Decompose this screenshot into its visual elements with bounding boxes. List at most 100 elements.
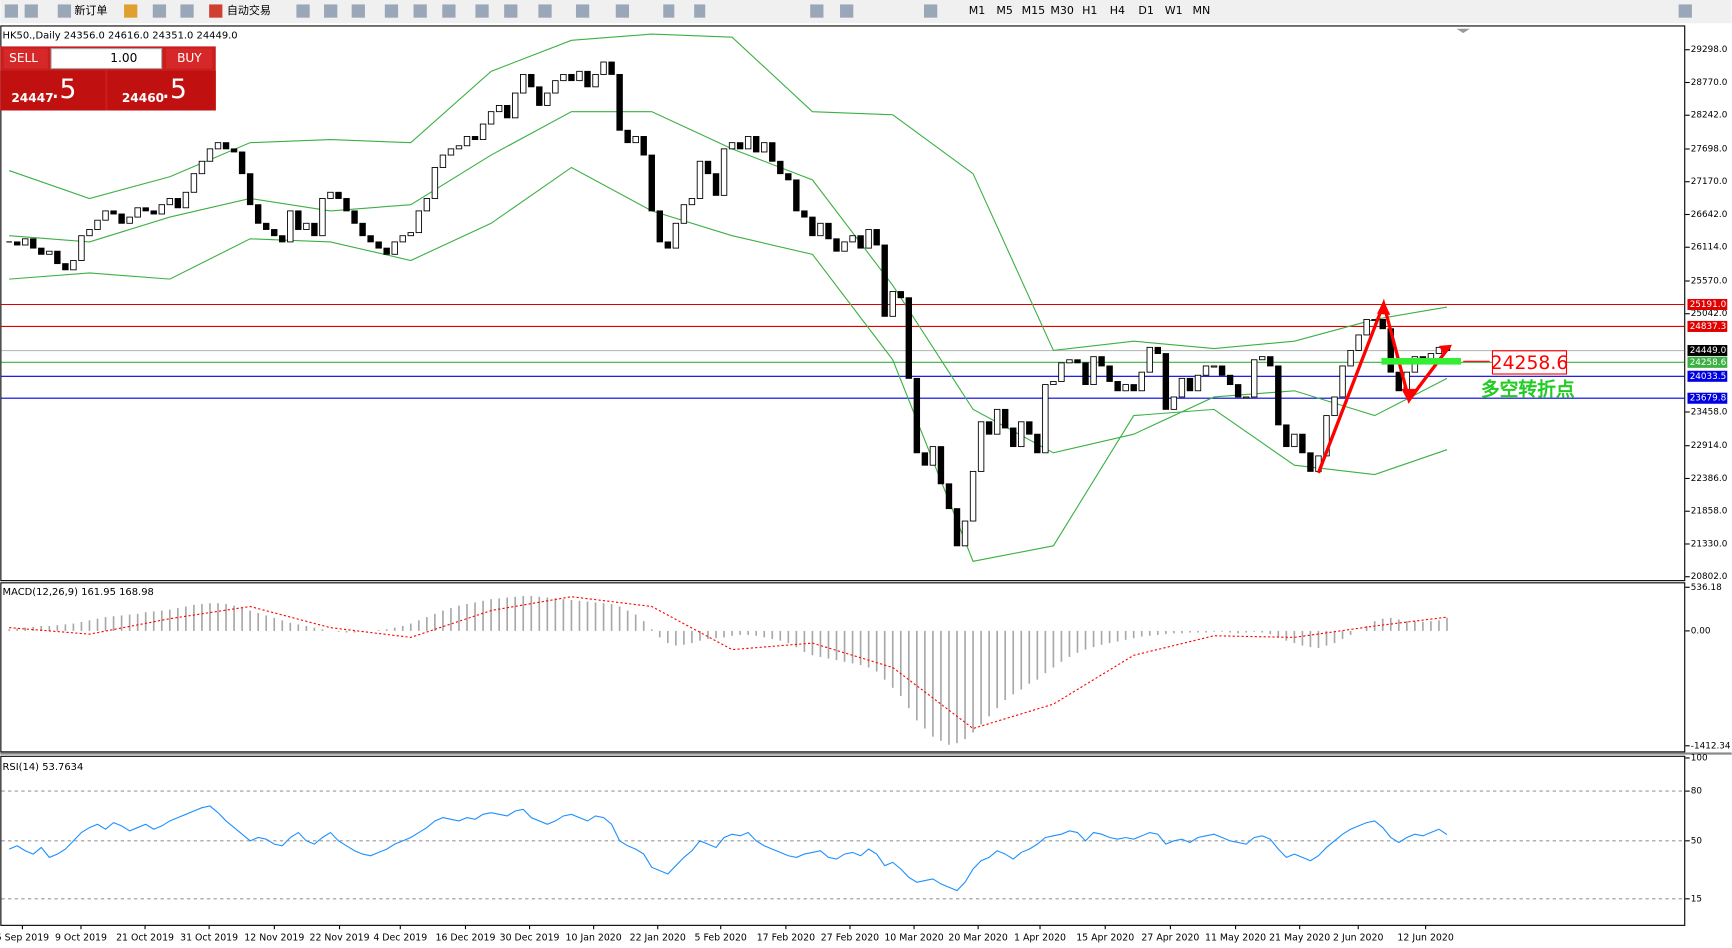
candle	[1275, 365, 1282, 426]
timeframe-button[interactable]: M5	[996, 4, 1013, 17]
candle	[1122, 384, 1129, 392]
timeframe-button[interactable]: M15	[1022, 4, 1046, 17]
candle	[752, 136, 760, 153]
icon[interactable]	[924, 4, 938, 18]
indicator-title: HK50.,Daily 24356.0 24616.0 24351.0 2444…	[3, 30, 238, 41]
icon[interactable]	[840, 4, 854, 18]
timeframe-button[interactable]: M1	[969, 4, 986, 17]
icon[interactable]	[810, 4, 824, 18]
toolbar-icons	[4, 4, 1692, 18]
x-tick-label: 9 Oct 2019	[55, 933, 107, 944]
candle	[1090, 356, 1097, 386]
icon[interactable]	[694, 4, 706, 18]
candle	[528, 73, 535, 88]
candle	[793, 179, 800, 212]
timeframe-button[interactable]: W1	[1165, 4, 1183, 17]
candle	[54, 250, 61, 265]
y-tick-label: 25042.0	[1691, 309, 1728, 319]
candle	[487, 111, 495, 125]
candle	[1106, 365, 1113, 382]
candle	[126, 216, 133, 224]
timeframe-button[interactable]: D1	[1138, 4, 1154, 17]
candle	[865, 229, 872, 249]
lot-input[interactable]	[50, 48, 163, 70]
icon[interactable]	[442, 4, 456, 18]
candle	[319, 198, 326, 237]
y-tick-label: 80	[1691, 787, 1703, 797]
x-tick-label: 12 Jun 2020	[1397, 933, 1453, 944]
timeframe-button[interactable]: M30	[1050, 4, 1074, 17]
candle	[367, 235, 374, 243]
icon[interactable]	[4, 4, 18, 18]
icon[interactable]	[615, 4, 629, 18]
candle	[335, 191, 342, 199]
icon[interactable]	[538, 4, 552, 18]
candle	[712, 173, 720, 196]
candle	[1234, 384, 1242, 398]
candle	[1042, 384, 1049, 454]
icon[interactable]	[663, 4, 675, 18]
search-icon[interactable]	[1678, 4, 1692, 18]
candle	[560, 73, 567, 82]
candle	[544, 92, 551, 106]
indicator-title: MACD(12,26,9) 161.95 168.98	[3, 587, 154, 598]
drawn-support-line[interactable]	[1381, 357, 1461, 365]
auto-trading-button[interactable]: 自动交易	[227, 3, 271, 17]
sell-label[interactable]: SELL	[9, 51, 38, 65]
new-order-button[interactable]: 新订单	[74, 3, 107, 17]
sell-button[interactable]	[3, 48, 48, 69]
price-level-tag	[1687, 370, 1728, 382]
icon[interactable]	[209, 4, 223, 18]
icon[interactable]	[504, 4, 518, 18]
icon[interactable]	[124, 4, 138, 18]
icon[interactable]	[475, 4, 489, 18]
timeframe-button[interactable]: H1	[1082, 4, 1097, 17]
x-tick-label: 21 Oct 2019	[116, 933, 174, 944]
buy-button[interactable]	[166, 48, 213, 69]
candle	[287, 210, 294, 243]
buy-price-box[interactable]	[107, 70, 216, 111]
icon[interactable]	[180, 4, 194, 18]
candle	[158, 204, 165, 215]
sell-price-box[interactable]	[0, 70, 106, 111]
candle	[1267, 356, 1274, 367]
icon[interactable]	[296, 4, 310, 18]
candle	[375, 241, 382, 249]
candle	[1242, 396, 1250, 399]
drawn-trendline[interactable]	[1316, 298, 1452, 474]
candle	[704, 160, 712, 175]
icon[interactable]	[413, 4, 427, 18]
candle	[1058, 362, 1065, 382]
icon[interactable]	[575, 4, 590, 18]
icon[interactable]	[384, 4, 399, 18]
candle	[849, 235, 856, 243]
x-tick-label: 10 Mar 2020	[884, 933, 943, 944]
price-level-tag	[1687, 298, 1728, 311]
icon[interactable]	[57, 4, 72, 18]
icon[interactable]	[24, 4, 38, 18]
buy-label[interactable]: BUY	[177, 51, 202, 65]
x-tick-label: 21 May 2020	[1269, 933, 1330, 944]
candle	[897, 291, 904, 299]
timeframe-button[interactable]: MN	[1192, 4, 1210, 17]
plots: HK50.,Daily 24356.0 24616.0 24351.0 2444…	[0, 30, 1731, 943]
candle	[70, 260, 77, 271]
icon[interactable]	[324, 4, 338, 18]
icon[interactable]	[152, 4, 167, 18]
candle	[1034, 433, 1041, 454]
timeframe-button[interactable]: H4	[1110, 4, 1125, 17]
candle	[969, 470, 977, 522]
lot-value[interactable]: 1.00	[110, 51, 137, 65]
annotation-price: 24258.6	[1491, 353, 1569, 374]
rsi-frame	[0, 755, 1686, 926]
y-tick-label: -1412.34	[1691, 741, 1731, 751]
candle	[1291, 433, 1298, 448]
x-tick-label: 10 Jan 2020	[566, 933, 622, 944]
candle	[1194, 374, 1202, 392]
candle	[1395, 371, 1402, 392]
candle	[1026, 421, 1033, 435]
candle	[929, 446, 937, 466]
candle	[1074, 359, 1081, 364]
icon[interactable]	[351, 4, 365, 18]
candle	[889, 291, 896, 317]
